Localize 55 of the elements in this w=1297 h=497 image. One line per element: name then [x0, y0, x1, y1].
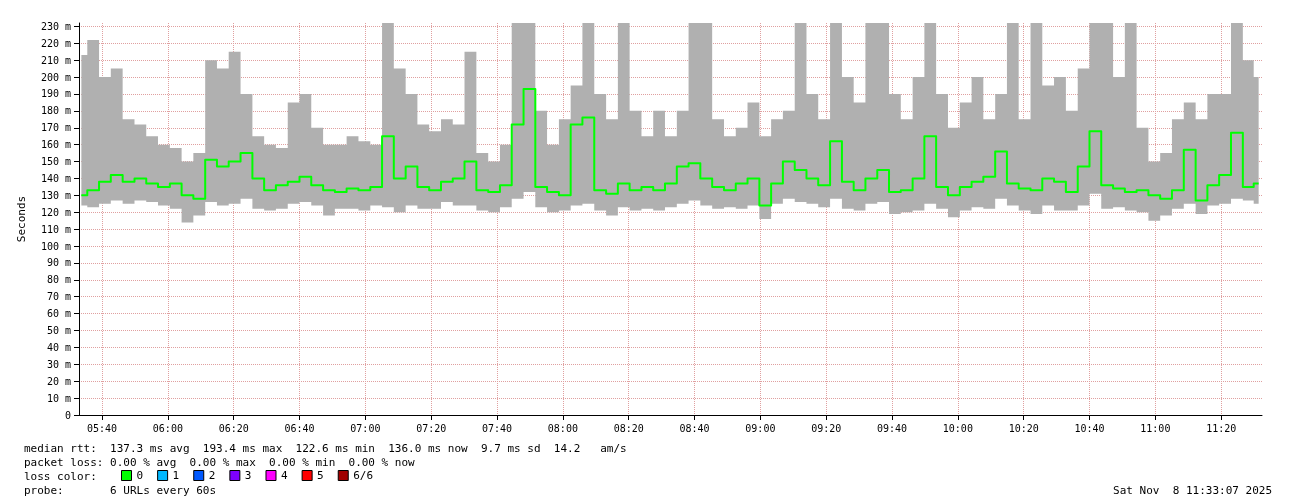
x-tick-label: 10:20 [1008, 422, 1039, 434]
y-tick-label: 40 m [46, 341, 71, 353]
x-tick-label: 09:20 [811, 422, 842, 434]
x-tick-label: 07:00 [350, 422, 381, 434]
y-tick-label: 70 m [46, 291, 71, 303]
legend-label: 6/6 [353, 469, 374, 482]
y-tick-label: 150 m [40, 156, 71, 168]
x-tick-label: 07:20 [416, 422, 447, 434]
y-tick-label: 220 m [40, 37, 71, 49]
x-tick-label: 05:40 [86, 422, 118, 434]
y-tick-label: 120 m [40, 206, 71, 218]
y-tick-label: 90 m [46, 257, 71, 269]
x-tick-label: 09:40 [876, 422, 908, 434]
x-tick-label: 06:20 [218, 422, 249, 434]
text: median rtt: 137.3 ms avg 193.4 ms max 122.6 ms min 136.0 ms now 9.7 ms sd 14.2 am/s [24, 442, 627, 455]
y-tick-label: 80 m [46, 274, 71, 286]
legend-title: loss color: [24, 470, 97, 483]
legend-label: 3 [244, 469, 252, 482]
y-tick-label: 160 m [40, 139, 71, 151]
text: probe: 6 URLs every 60s [24, 484, 217, 497]
y-tick-label: 200 m [40, 71, 71, 83]
text: Sat Nov 8 11:33:07 2025 [1113, 484, 1273, 497]
x-tick-label: 06:00 [152, 422, 183, 434]
text: packet loss: 0.00 % avg 0.00 % max 0.00 % min 0.00 % now [24, 456, 416, 469]
x-tick-label: 07:40 [481, 422, 513, 434]
x-tick-label: 08:00 [547, 422, 578, 434]
y-tick-label: 50 m [46, 325, 71, 337]
x-tick-label: 10:00 [942, 422, 973, 434]
x-tick-label: 11:20 [1206, 422, 1237, 434]
y-tick-label: 110 m [40, 223, 71, 235]
y-tick-label: 210 m [40, 54, 71, 66]
x-tick-label: 10:40 [1074, 422, 1105, 434]
legend-label: 5 [317, 469, 324, 482]
x-tick-label: 08:40 [679, 422, 710, 434]
y-tick-label: 130 m [40, 189, 71, 201]
y-tick-label: 60 m [46, 308, 71, 320]
x-tick-label: 08:20 [613, 422, 644, 434]
x-tick-label: 06:40 [284, 422, 315, 434]
y-tick-label: 140 m [40, 172, 71, 184]
y-tick-label: 180 m [40, 105, 71, 117]
x-tick-label: 11:00 [1140, 422, 1171, 434]
y-tick-label: 10 m [46, 392, 71, 404]
legend-label: 0 [136, 469, 144, 482]
y-tick-label: 30 m [46, 358, 71, 370]
y-tick-label: 170 m [40, 122, 71, 134]
y-tick-label: 100 m [40, 240, 71, 252]
legend-label: 1 [172, 469, 180, 482]
y-tick-label: 20 m [46, 375, 71, 387]
x-tick-label: 09:00 [745, 422, 776, 434]
y-tick-label: 0 [64, 409, 71, 421]
y-tick-label: 190 m [40, 88, 71, 100]
legend-label: 2 [208, 469, 216, 482]
y-axis-title: Seconds [15, 195, 28, 243]
legend-label: 4 [280, 469, 288, 482]
y-tick-label: 230 m [40, 20, 71, 32]
